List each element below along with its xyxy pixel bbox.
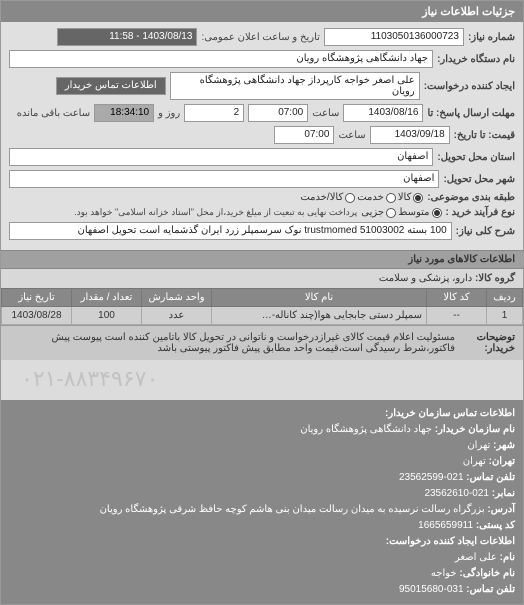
items-table: ردیف کد کالا نام کالا واحد شمارش تعداد /… — [1, 288, 523, 325]
col-qty: تعداد / مقدار — [72, 289, 142, 307]
fax-label: نمابر: — [492, 488, 515, 499]
group-row: گروه کالا: دارو، پزشکی و سلامت — [1, 269, 523, 288]
location-field: اصفهان — [9, 148, 433, 166]
col-code: کد کالا — [427, 289, 487, 307]
radio-label: متوسط — [398, 207, 429, 218]
panel-header: جزئیات اطلاعات نیاز — [1, 1, 523, 22]
contact-province-value: تهران — [463, 456, 486, 467]
contact-city-value: تهران — [467, 440, 490, 451]
radio-both[interactable]: کالا/خدمت — [300, 192, 355, 203]
panel-title: جزئیات اطلاعات نیاز — [422, 6, 515, 18]
creator-section-title: اطلاعات ایجاد کننده درخواست: — [386, 536, 515, 547]
family-label: نام خانوادگی: — [459, 568, 515, 579]
acq-type-label: نوع فرآیند خرید : — [446, 207, 515, 218]
price-time-label: ساعت — [338, 130, 365, 141]
req-no-field: 1103050136000723 — [324, 28, 464, 46]
details-panel: جزئیات اطلاعات نیاز شماره نیاز: 11030501… — [0, 0, 524, 605]
group-label: گروه کالا: — [475, 273, 515, 284]
city-field: اصفهان — [9, 170, 439, 188]
postal-value: 1665659911 — [418, 520, 473, 531]
desc-label: شرح کلی نیاز: — [456, 226, 515, 237]
remain-suffix-label: ساعت باقی مانده — [17, 108, 90, 119]
contact-province-label: تهران: — [489, 456, 515, 467]
price-date-field: 1403/09/18 — [370, 126, 450, 144]
radio-dot-icon — [386, 193, 396, 203]
reply-time-label: ساعت — [312, 108, 339, 119]
price-to-label: قیمت: تا تاریخ: — [454, 130, 515, 141]
org-value: جهاد دانشگاهی پژوهشگاه رویان — [300, 424, 432, 435]
pkg-radio-group: کالا خدمت کالا/خدمت — [300, 192, 423, 203]
name-value: علی اصغر — [455, 552, 497, 563]
radio-medium[interactable]: متوسط — [398, 207, 441, 218]
radio-minor[interactable]: جزیی — [361, 207, 396, 218]
group-value: دارو، پزشکی و سلامت — [379, 273, 472, 284]
cell-name: سمپلر دستی جابجایی هوا(چند کاناله-… — [212, 307, 427, 325]
reply-time-field: 07:00 — [248, 104, 308, 122]
pkg-label: طبقه بندی موضوعی: — [427, 192, 515, 203]
tel-value: 031-95015680 — [399, 584, 464, 595]
table-header-row: ردیف کد کالا نام کالا واحد شمارش تعداد /… — [2, 289, 523, 307]
buyer-note-box: توضیحات خریدار: مسئولیت اعلام قیمت کالای… — [1, 325, 523, 360]
announce-field: 1403/08/13 - 11:58 — [57, 28, 197, 46]
radio-dot-icon — [386, 208, 396, 218]
phone-label: تلفن تماس: — [466, 472, 515, 483]
radio-dot-icon — [432, 208, 442, 218]
reply-date-field: 1403/08/16 — [343, 104, 423, 122]
cell-unit: عدد — [142, 307, 212, 325]
radio-kala[interactable]: کالا — [398, 192, 424, 203]
org-label: نام سازمان خریدار: — [435, 424, 515, 435]
desc-field: 100 بسته trustmomed 51003002 نوک سرسمپلر… — [9, 222, 452, 240]
note-label: توضیحات خریدار: — [455, 332, 515, 354]
location-label: استان محل تحویل: — [437, 152, 515, 163]
cell-qty: 100 — [72, 307, 142, 325]
tel-label: تلفن تماس: — [466, 584, 515, 595]
watermark-area — [1, 360, 523, 400]
form-area: شماره نیاز: 1103050136000723 تاریخ و ساع… — [1, 22, 523, 250]
cell-rownum: 1 — [487, 307, 523, 325]
radio-label: کالا/خدمت — [300, 192, 343, 203]
radio-label: جزیی — [361, 207, 384, 218]
days-sep-label: روز و — [158, 108, 180, 119]
address-label: آدرس: — [487, 504, 515, 515]
acq-radio-group: متوسط جزیی — [361, 207, 441, 218]
note-text: مسئولیت اعلام قیمت کالای غیراز‌درخواست و… — [51, 332, 455, 354]
name-label: نام: — [500, 552, 515, 563]
contact-block: اطلاعات تماس سازمان خریدار: نام سازمان خ… — [1, 400, 523, 604]
days-count-field: 2 — [184, 104, 244, 122]
buyer-contact-button[interactable]: اطلاعات تماس خریدار — [56, 77, 166, 95]
cell-date: 1403/08/28 — [2, 307, 72, 325]
city-label: شهر محل تحویل: — [443, 174, 515, 185]
items-section-title: اطلاعات کالاهای مورد نیاز — [1, 250, 523, 269]
price-time-field: 07:00 — [274, 126, 334, 144]
radio-dot-icon — [345, 193, 355, 203]
col-name: نام کالا — [212, 289, 427, 307]
buyer-field: جهاد دانشگاهی پژوهشگاه رویان — [9, 50, 433, 68]
postal-label: کد پستی: — [476, 520, 515, 531]
contact-city-label: شهر: — [493, 440, 515, 451]
radio-khedmat[interactable]: خدمت — [357, 192, 396, 203]
phone-value: 021-23562599 — [399, 472, 464, 483]
cell-code: -- — [427, 307, 487, 325]
announce-label: تاریخ و ساعت اعلان عمومی: — [201, 32, 320, 43]
col-date: تاریخ نیاز — [2, 289, 72, 307]
radio-label: کالا — [398, 192, 412, 203]
radio-dot-icon — [413, 193, 423, 203]
col-rownum: ردیف — [487, 289, 523, 307]
buyer-label: نام دستگاه خریدار: — [437, 54, 515, 65]
quote-note: پرداخت نهایی به تبعیت از میلغ خرید،از مح… — [74, 207, 357, 218]
family-value: خواجه — [431, 568, 457, 579]
req-no-label: شماره نیاز: — [468, 32, 515, 43]
reply-from-label: مهلت ارسال پاسخ: تا — [427, 108, 515, 119]
table-row[interactable]: 1 -- سمپلر دستی جابجایی هوا(چند کاناله-…… — [2, 307, 523, 325]
requester-label: ایجاد کننده درخواست: — [424, 81, 515, 92]
remain-time-field: 18:34:10 — [94, 104, 154, 122]
address-value: بزرگراه رسالت نرسیده به میدان رسالت میدا… — [100, 504, 485, 515]
contact-section-title: اطلاعات تماس سازمان خریدار: — [385, 408, 515, 419]
col-unit: واحد شمارش — [142, 289, 212, 307]
fax-value: 021-23562610 — [424, 488, 489, 499]
requester-field: علی اصغر خواجه کارپرداز جهاد دانشگاهی پژ… — [170, 72, 420, 100]
radio-label: خدمت — [357, 192, 384, 203]
